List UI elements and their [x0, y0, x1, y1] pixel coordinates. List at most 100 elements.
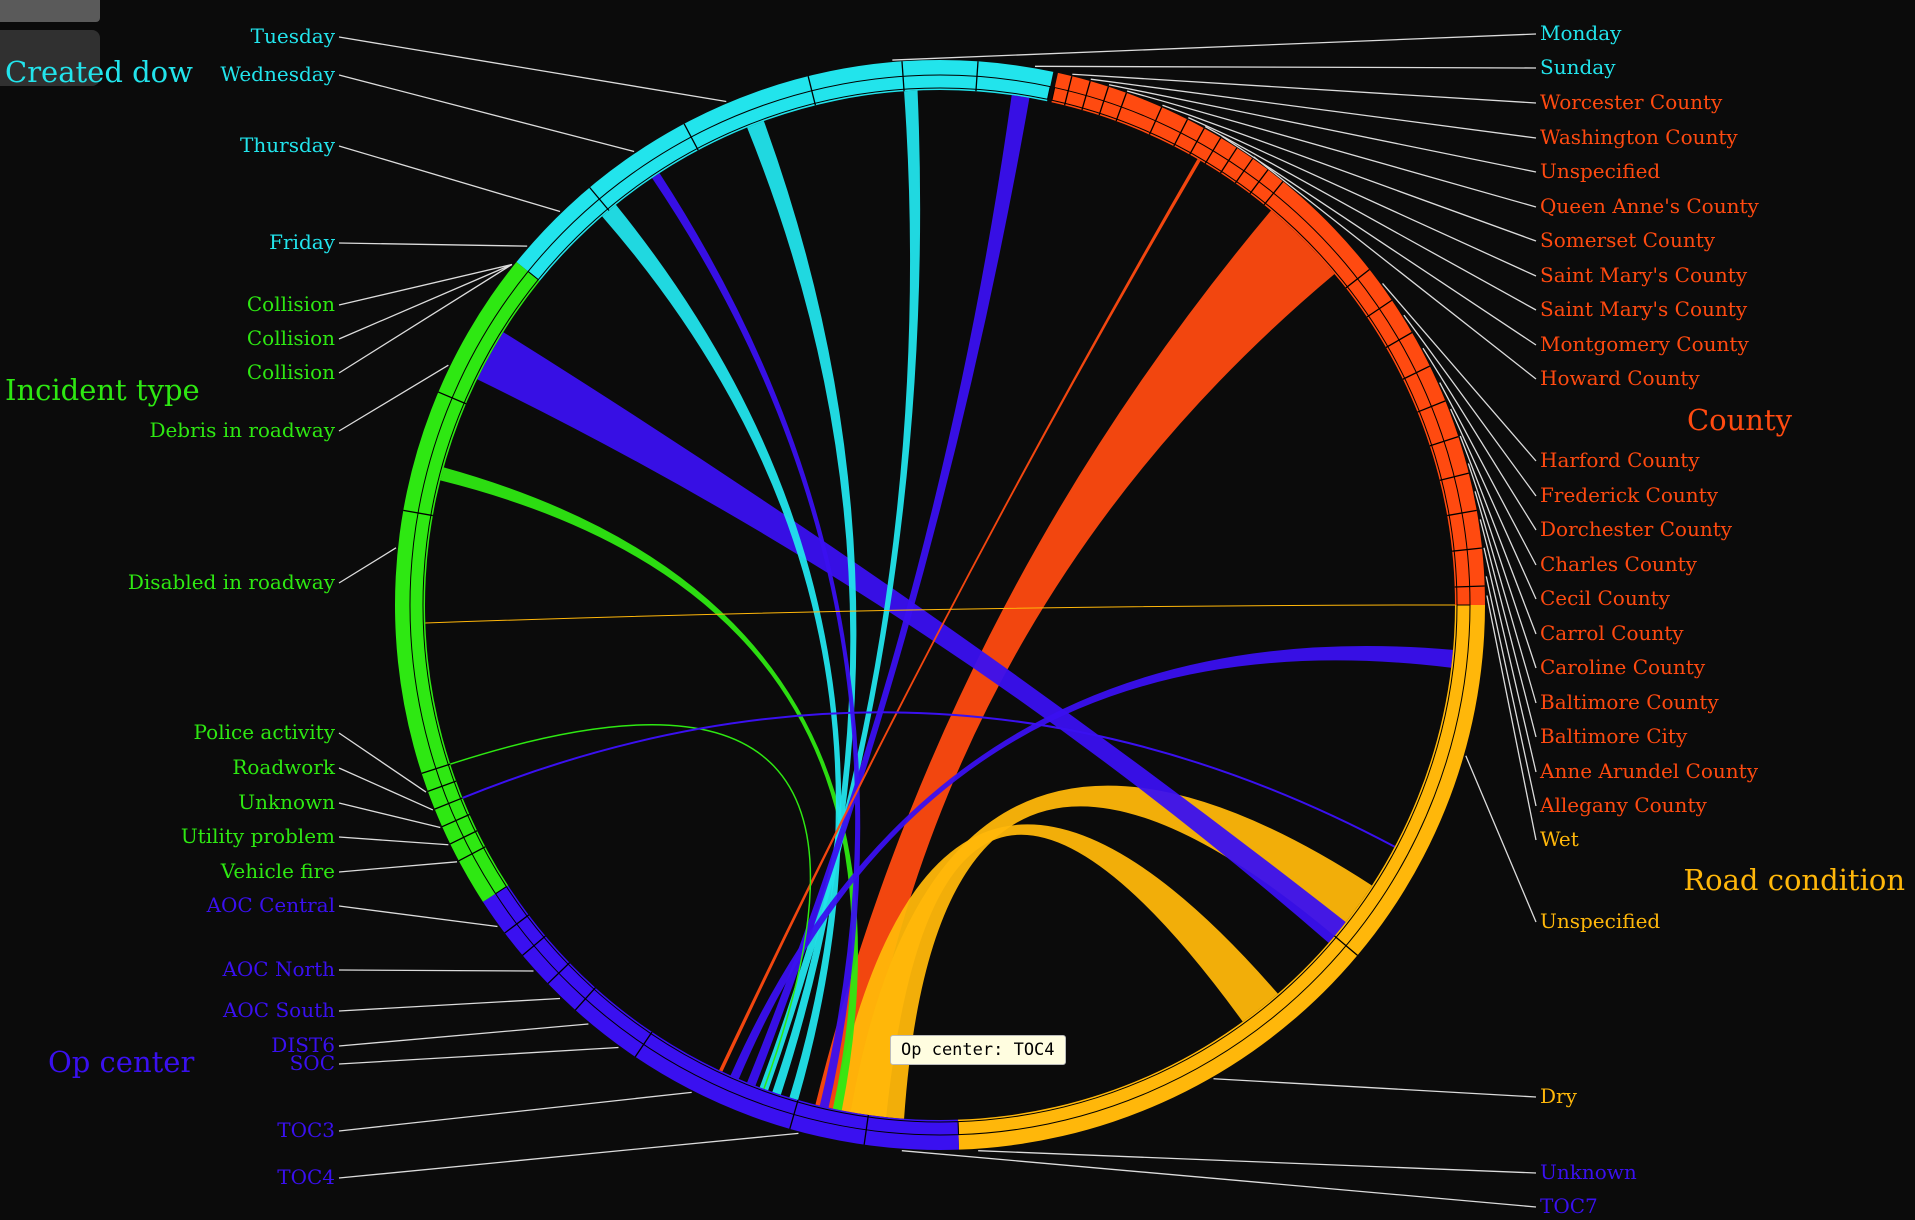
chord-county-thin — [719, 158, 1201, 1072]
arc-incident-type-divider — [421, 763, 451, 775]
arc-county-divider — [1429, 435, 1459, 447]
chord-dow-op-3 — [759, 90, 921, 1091]
label-county-unspecified-2: Unspecified — [1108, 84, 1660, 183]
label-incident-vehicle-fire-9-leader — [338, 861, 458, 873]
label-incident-unknown-7-leader — [338, 802, 441, 829]
label-op-aoc-north: AOC North — [221, 957, 534, 981]
label-county-washington-county-1: Washington County — [1090, 78, 1738, 149]
arc-county-divider — [1219, 147, 1238, 174]
label-op-soc: SOC — [290, 1046, 619, 1075]
arc-county-divider — [1366, 299, 1393, 318]
label-county-montgomery-county-7-text: Montgomery County — [1540, 332, 1749, 356]
label-road-unspecified-text: Unspecified — [1540, 909, 1660, 933]
label-tuesday-leader — [338, 36, 727, 103]
label-county-cecil-county-text: Cecil County — [1540, 586, 1671, 610]
label-county-worcester-county-0: Worcester County — [1072, 73, 1723, 114]
title-incident-type: Incident type — [5, 373, 200, 407]
label-op-toc4-text: TOC4 — [277, 1165, 335, 1189]
label-incident-collision-2-leader — [338, 263, 513, 374]
arc-road-condition — [957, 605, 1485, 1150]
label-county-unspecified-2-leader — [1108, 84, 1537, 173]
arc-op-center-divider — [504, 914, 530, 934]
label-incident-police-activity-5: Police activity — [194, 720, 427, 793]
arc-incident-type-divider — [458, 846, 486, 862]
label-county-frederick-county-text: Frederick County — [1540, 483, 1719, 507]
label-county-harford-county-text: Harford County — [1540, 448, 1700, 472]
label-county-saint-mary-s-county-6-text: Saint Mary's County — [1540, 297, 1748, 321]
label-op-soc-text: SOC — [290, 1051, 335, 1075]
arc-road-condition-divider — [1334, 935, 1358, 956]
label-county-queen-anne-s-county-3-leader — [1126, 90, 1537, 208]
label-county-carrol-county: Carrol County — [1459, 435, 1684, 645]
label-county-washington-county-1-text: Washington County — [1540, 125, 1738, 149]
chord-thin-incident — [449, 724, 812, 1090]
label-incident-unknown-7: Unknown — [238, 790, 441, 829]
label-op-toc3: TOC3 — [277, 1091, 692, 1142]
arc-county-divider — [1417, 400, 1446, 413]
chord-road-dry — [850, 785, 1372, 1119]
label-county-montgomery-county-7-leader — [1221, 135, 1537, 346]
label-county-allegany-county-text: Allegany County — [1539, 793, 1707, 817]
arc-op-center-divider — [634, 1031, 653, 1058]
corner-panel[interactable] — [0, 30, 100, 86]
arc-county — [1051, 72, 1485, 605]
label-op-aoc-north-text: AOC North — [221, 957, 335, 981]
group-arcs — [394, 59, 1485, 1150]
label-county-dorchester-county-leader — [1422, 347, 1537, 531]
label-wednesday-leader — [338, 74, 635, 153]
arc-county-divider — [1063, 76, 1073, 106]
label-incident-utility-problem-8-text: Utility problem — [181, 824, 335, 848]
arc-county-divider — [1439, 472, 1469, 482]
arc-county-divider — [1115, 92, 1128, 122]
title-county: County — [1687, 403, 1793, 437]
label-op-toc7-text: TOC7 — [1540, 1194, 1598, 1218]
label-county-allegany-county: Allegany County — [1485, 576, 1707, 817]
chord-op-road — [477, 332, 1346, 943]
arc-county-divider — [1385, 331, 1413, 349]
arc-op-center — [482, 885, 960, 1150]
label-road-dry-text: Dry — [1540, 1084, 1578, 1108]
label-county-caroline-county-leader — [1467, 463, 1537, 669]
arc-created-dow-divider — [589, 187, 610, 211]
arc-county-divider — [1234, 158, 1254, 184]
arc-op-center-divider — [522, 935, 546, 956]
label-county-caroline-county-text: Caroline County — [1540, 655, 1706, 679]
label-incident-utility-problem-8: Utility problem — [181, 824, 449, 848]
label-county-baltimore-county: Baltimore County — [1474, 491, 1719, 714]
arc-created-dow-divider — [901, 61, 905, 92]
label-county-saint-mary-s-county-6: Saint Mary's County — [1204, 126, 1748, 321]
label-road-wet-leader — [1486, 595, 1537, 841]
arc-incident-type-divider — [438, 391, 467, 405]
arc-created-dow-divider — [683, 123, 699, 151]
label-incident-roadwork-6: Roadwork — [232, 755, 434, 811]
label-wednesday-text: Wednesday — [220, 62, 335, 86]
label-county-dorchester-county-text: Dorchester County — [1540, 517, 1733, 541]
chord-thin-op — [462, 711, 1396, 848]
arc-created-dow-divider — [975, 61, 979, 92]
chord-op-dow — [747, 95, 1030, 1086]
label-county-saint-mary-s-county-5-leader — [1188, 117, 1537, 277]
arc-county-divider — [1454, 585, 1485, 588]
chord-road-wet — [832, 824, 1278, 1118]
arc-created-dow-divider — [807, 76, 817, 106]
label-op-toc7-leader — [901, 1150, 1537, 1208]
arc-created-dow — [516, 59, 1054, 281]
corner-tab[interactable] — [0, 0, 100, 22]
label-incident-debris-in-roadway-3: Debris in roadway — [149, 364, 449, 442]
label-monday-text: Monday — [1540, 21, 1622, 45]
arc-county-divider — [1447, 509, 1477, 517]
label-county-carrol-county-leader — [1459, 435, 1537, 635]
label-incident-debris-in-roadway-3-text: Debris in roadway — [149, 418, 335, 442]
arc-county-divider — [1345, 268, 1370, 289]
label-county-baltimore-county-text: Baltimore County — [1540, 690, 1719, 714]
label-thursday-leader — [338, 145, 561, 213]
label-op-dist6-text: DIST6 — [271, 1033, 335, 1057]
label-county-anne-arundel-county: Anne Arundel County — [1483, 547, 1759, 783]
label-road-wet: Wet — [1486, 595, 1579, 851]
label-op-aoc-north-leader — [338, 969, 534, 972]
label-county-washington-county-1-leader — [1090, 78, 1537, 139]
label-incident-police-activity-5-leader — [338, 732, 427, 793]
label-op-aoc-central: AOC Central — [206, 893, 498, 928]
label-op-unknown-text: Unknown — [1540, 1160, 1637, 1184]
